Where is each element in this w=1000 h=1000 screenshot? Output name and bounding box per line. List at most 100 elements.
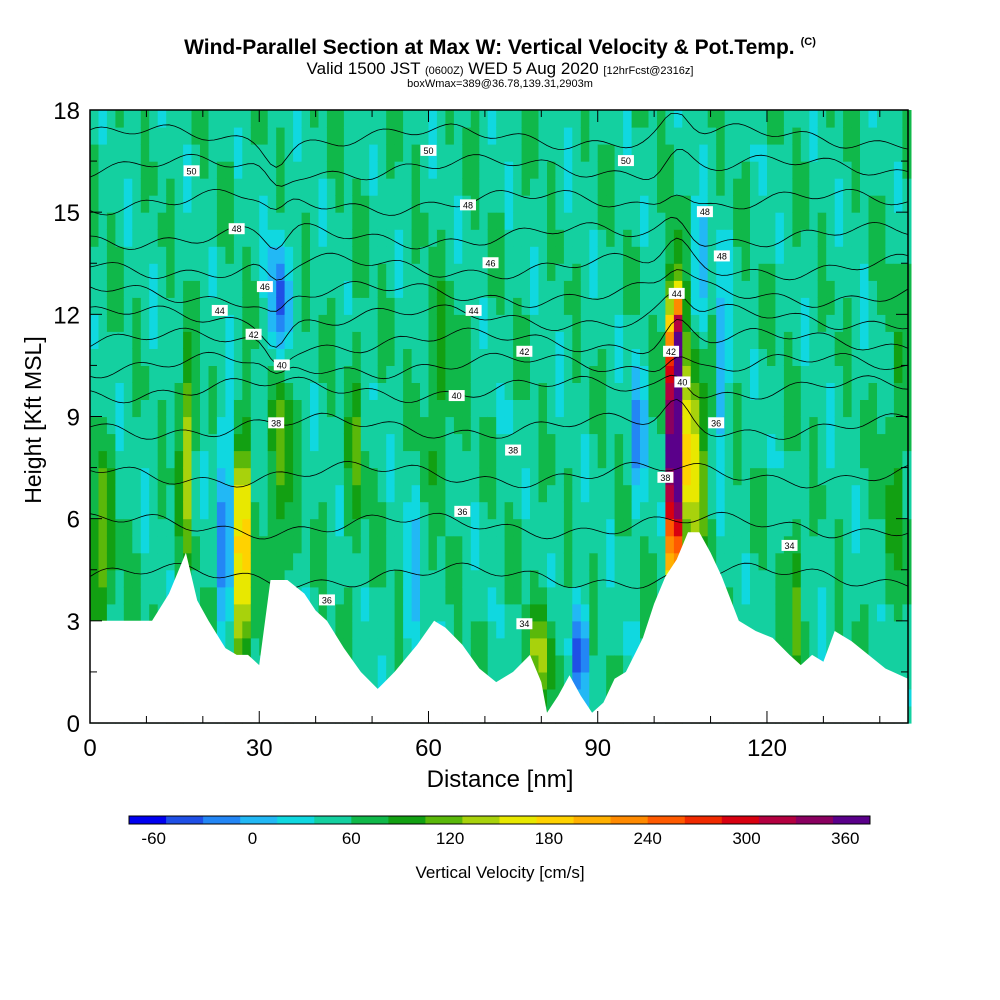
field-cell bbox=[843, 246, 853, 264]
field-cell bbox=[775, 399, 785, 418]
field-cell bbox=[597, 229, 607, 247]
field-cell bbox=[868, 365, 878, 383]
field-cell bbox=[606, 212, 616, 230]
valid-date: WED 5 Aug 2020 bbox=[468, 59, 599, 78]
field-cell bbox=[479, 212, 489, 230]
field-cell bbox=[369, 365, 379, 383]
field-cell bbox=[106, 467, 116, 486]
field-cell bbox=[216, 433, 226, 452]
field-cell bbox=[403, 569, 413, 588]
field-cell bbox=[267, 212, 277, 230]
field-cell bbox=[555, 671, 565, 690]
field-cell bbox=[640, 195, 650, 213]
field-cell bbox=[513, 518, 523, 537]
field-cell bbox=[826, 331, 836, 349]
field-cell bbox=[504, 297, 514, 315]
field-cell bbox=[580, 331, 590, 349]
field-cell bbox=[301, 331, 311, 349]
field-cell bbox=[741, 382, 751, 400]
field-cell bbox=[614, 178, 624, 196]
contour-label: 36 bbox=[318, 594, 335, 606]
field-cell bbox=[301, 195, 311, 213]
field-cell bbox=[767, 144, 777, 162]
field-cell bbox=[343, 365, 353, 383]
field-cell bbox=[166, 297, 176, 315]
field-cell bbox=[902, 229, 912, 247]
field-cell bbox=[343, 603, 353, 622]
field-cell bbox=[724, 178, 734, 196]
field-cell bbox=[462, 433, 472, 452]
field-cell bbox=[411, 501, 421, 520]
field-cell bbox=[123, 348, 133, 366]
field-cell bbox=[580, 280, 590, 298]
field-cell bbox=[487, 161, 497, 179]
field-cell bbox=[775, 535, 785, 554]
field-cell bbox=[640, 314, 650, 332]
field-cell bbox=[386, 433, 396, 452]
field-cell bbox=[521, 637, 531, 656]
field-cell bbox=[563, 331, 573, 349]
field-cell bbox=[343, 297, 353, 315]
contour-label-bg bbox=[245, 328, 262, 340]
field-cell bbox=[369, 671, 379, 690]
field-cell bbox=[597, 399, 607, 418]
field-cell bbox=[496, 280, 506, 298]
field-cell bbox=[250, 569, 260, 588]
field-cell bbox=[301, 229, 311, 247]
field-cell bbox=[623, 246, 633, 264]
contour-label-text: 36 bbox=[322, 595, 332, 605]
contour-label-text: 44 bbox=[469, 306, 479, 316]
field-cell bbox=[860, 552, 870, 571]
field-cell bbox=[386, 314, 396, 332]
field-cell bbox=[741, 365, 751, 383]
field-cell bbox=[902, 552, 912, 571]
field-cell bbox=[301, 246, 311, 264]
colorbar-swatch bbox=[499, 816, 537, 824]
field-cell bbox=[877, 433, 887, 452]
field-cell bbox=[547, 348, 557, 366]
field-cell bbox=[411, 552, 421, 571]
field-cell bbox=[893, 586, 903, 605]
field-cell bbox=[496, 637, 506, 656]
field-cell bbox=[851, 399, 861, 418]
field-cell bbox=[225, 348, 235, 366]
field-cell bbox=[318, 382, 328, 400]
colorbar-swatch bbox=[277, 816, 315, 824]
field-cell bbox=[775, 501, 785, 520]
field-cell bbox=[445, 331, 455, 349]
colorbar-frame bbox=[128, 815, 871, 825]
field-cell bbox=[547, 127, 557, 145]
field-cell bbox=[690, 331, 700, 349]
field-cell bbox=[360, 246, 370, 264]
field-cell bbox=[369, 433, 379, 452]
field-cell bbox=[335, 518, 345, 537]
field-cell bbox=[750, 450, 760, 469]
field-cell bbox=[673, 229, 683, 247]
field-cell bbox=[597, 178, 607, 196]
field-cell bbox=[106, 280, 116, 298]
field-cell bbox=[733, 229, 743, 247]
field-cell bbox=[530, 552, 540, 571]
field-cell bbox=[149, 280, 159, 298]
field-cell bbox=[369, 297, 379, 315]
field-cell bbox=[284, 297, 294, 315]
field-cell bbox=[758, 399, 768, 418]
field-cell bbox=[792, 569, 802, 588]
field-cell bbox=[394, 467, 404, 486]
field-cell bbox=[411, 450, 421, 469]
field-cell bbox=[868, 212, 878, 230]
field-cell bbox=[98, 399, 108, 418]
field-cell bbox=[326, 229, 336, 247]
field-cell bbox=[606, 535, 616, 554]
field-cell bbox=[200, 603, 210, 622]
field-cell bbox=[767, 586, 777, 605]
field-cell bbox=[877, 246, 887, 264]
field-cell bbox=[902, 195, 912, 213]
field-cell bbox=[648, 450, 658, 469]
field-cell bbox=[301, 433, 311, 452]
field-cell bbox=[183, 416, 193, 435]
field-cell bbox=[580, 535, 590, 554]
field-cell bbox=[487, 552, 497, 571]
field-cell bbox=[504, 603, 514, 622]
field-cell bbox=[860, 229, 870, 247]
